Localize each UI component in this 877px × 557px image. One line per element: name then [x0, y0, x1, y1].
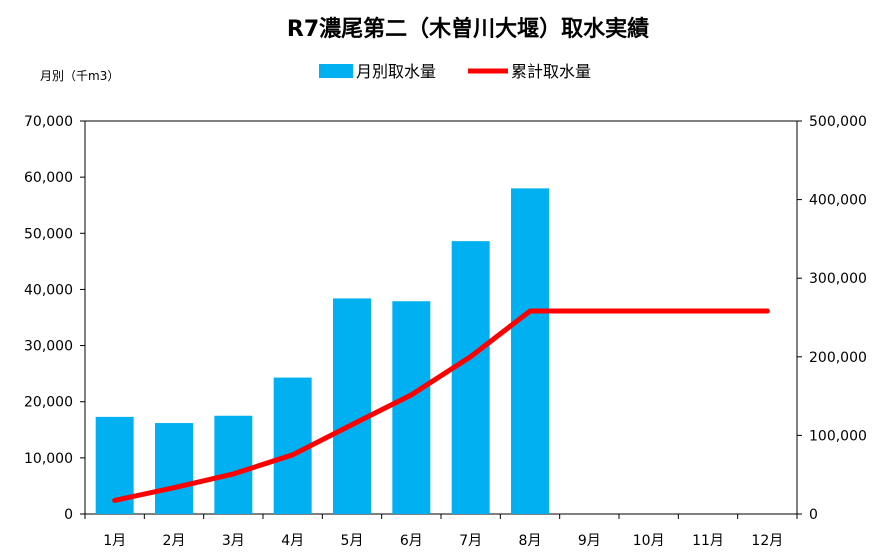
bar-monthly — [155, 423, 193, 514]
right-axis-tick-label: 500,000 — [809, 114, 867, 130]
x-axis-tick-label: 11月 — [692, 533, 724, 549]
chart-title: R7濃尾第二（木曽川大堰）取水実績 — [287, 16, 649, 42]
left-axis-tick-label: 70,000 — [24, 114, 73, 130]
left-axis-tick-label: 40,000 — [24, 282, 73, 298]
left-axis-tick-label: 50,000 — [24, 226, 73, 242]
legend-swatch-monthly — [319, 64, 353, 78]
x-axis-tick-label: 5月 — [341, 533, 364, 549]
x-axis-tick-label: 10月 — [633, 533, 665, 549]
bar-monthly — [392, 301, 431, 514]
x-axis-tick-label: 12月 — [751, 533, 783, 549]
left-axis-unit: 月別（千m3） — [40, 69, 119, 83]
bar-monthly — [511, 188, 549, 514]
left-axis-tick-label: 10,000 — [24, 451, 73, 467]
left-axis-tick-label: 60,000 — [24, 170, 73, 186]
right-axis-tick-label: 0 — [809, 507, 818, 523]
line-cumulative — [112, 308, 770, 503]
left-axis-tick-label: 0 — [64, 507, 73, 523]
left-axis-tick-label: 20,000 — [24, 395, 73, 411]
x-axis-tick-label: 6月 — [400, 533, 423, 549]
x-axis-tick-label: 8月 — [519, 533, 542, 549]
right-axis-tick-label: 200,000 — [809, 350, 867, 366]
right-axis-tick-label: 100,000 — [809, 428, 867, 444]
right-axis-tick-label: 400,000 — [809, 193, 867, 209]
x-axis-tick-label: 1月 — [103, 533, 126, 549]
legend-label-monthly: 月別取水量 — [356, 62, 436, 81]
legend: 月別取水量 累計取水量 — [319, 62, 591, 81]
legend-label-cumulative: 累計取水量 — [511, 62, 591, 81]
x-axis-tick-label: 3月 — [222, 533, 245, 549]
plot-area: 0 10,000 20,000 30,000 40,000 50,000 60,000 70,… — [24, 114, 867, 549]
x-axis-tick-label: 2月 — [163, 533, 186, 549]
bar-monthly — [333, 298, 371, 514]
x-axis-tick-label: 4月 — [281, 533, 304, 549]
bar-monthly — [451, 241, 490, 514]
left-axis-tick-label: 30,000 — [24, 339, 73, 355]
x-axis-tick-label: 9月 — [578, 533, 601, 549]
right-axis-tick-label: 300,000 — [809, 271, 867, 287]
bar-monthly — [214, 415, 253, 514]
x-axis-tick-label: 7月 — [459, 533, 482, 549]
